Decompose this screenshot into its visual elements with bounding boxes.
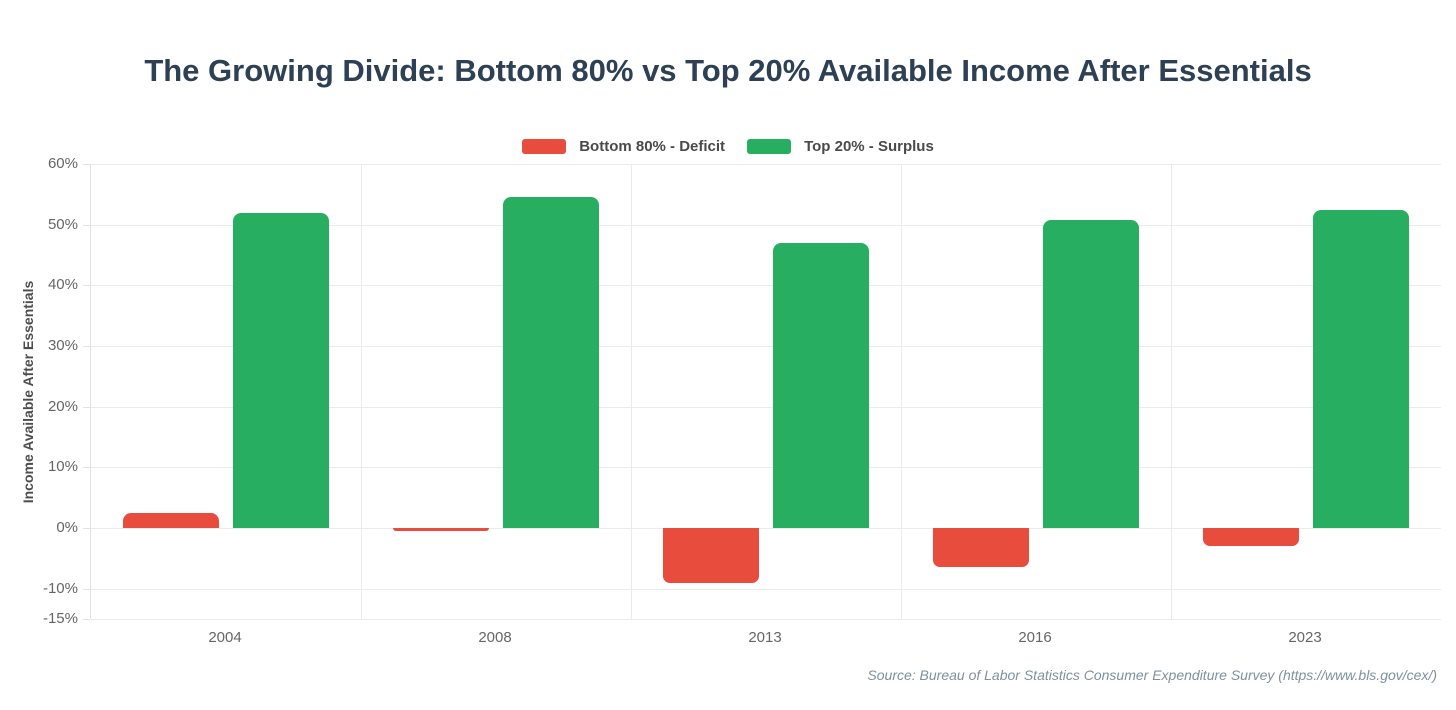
y-tick-mark: [83, 619, 90, 620]
gridline-y-20%: [91, 406, 1441, 408]
gridline-x: [631, 164, 632, 619]
legend: Bottom 80% - Deficit Top 20% - Surplus: [0, 138, 1456, 155]
y-tick-label: 40%: [47, 276, 78, 294]
gridline-y-40%: [91, 285, 1441, 287]
bar-deficit-2008: [393, 528, 489, 532]
y-tick-label: 10%: [47, 458, 78, 476]
gridline-y-10%: [91, 467, 1441, 469]
x-tick-label-2004: 2004: [208, 629, 242, 646]
gridline-y-50%: [91, 224, 1441, 226]
bar-surplus-2023: [1313, 209, 1409, 528]
legend-swatch-deficit: [522, 139, 567, 154]
y-tick-mark: [83, 467, 90, 469]
bar-surplus-2004: [233, 212, 329, 528]
y-tick-mark: [83, 588, 90, 590]
bar-deficit-2023: [1203, 528, 1299, 547]
y-axis-title: Income Available After Essentials: [20, 280, 36, 504]
legend-swatch-surplus: [747, 139, 792, 154]
y-tick-label: 30%: [47, 337, 78, 354]
plot-area: [90, 164, 1441, 620]
y-tick-label: 0%: [56, 519, 78, 536]
x-tick-label-2008: 2008: [478, 629, 512, 646]
y-tick-label: 50%: [47, 215, 78, 233]
y-tick-mark: [83, 346, 90, 347]
y-tick-label: -10%: [42, 579, 78, 597]
bar-surplus-2013: [773, 242, 869, 528]
gridline-y-30%: [91, 346, 1441, 347]
gridline-y-60%: [91, 164, 1441, 165]
bar-deficit-2004: [123, 512, 219, 528]
legend-label-surplus: Top 20% - Surplus: [804, 138, 934, 155]
x-tick-label-2023: 2023: [1288, 629, 1322, 646]
y-tick-mark: [83, 285, 90, 287]
y-tick-mark: [83, 164, 90, 165]
x-tick-label-2013: 2013: [748, 629, 782, 646]
x-tick-label-2016: 2016: [1018, 629, 1052, 646]
y-tick-label: 60%: [47, 155, 78, 172]
y-tick-label: 20%: [47, 397, 78, 415]
y-tick-mark: [83, 224, 90, 226]
y-tick-label: -15%: [42, 610, 78, 627]
gridline-y-0%: [91, 528, 1441, 529]
gridline-y--15%: [91, 619, 1441, 620]
legend-label-deficit: Bottom 80% - Deficit: [579, 138, 726, 155]
gridline-y--10%: [91, 588, 1441, 590]
bar-surplus-2016: [1043, 219, 1139, 528]
chart-title: The Growing Divide: Bottom 80% vs Top 20…: [144, 53, 1312, 88]
legend-item-surplus: Top 20% - Surplus: [747, 138, 934, 155]
gridline-x: [1171, 164, 1172, 619]
y-tick-mark: [83, 528, 90, 529]
gridline-x: [361, 164, 362, 619]
bar-deficit-2016: [933, 528, 1029, 568]
gridline-x: [901, 164, 902, 619]
source-note: Source: Bureau of Labor Statistics Consu…: [867, 667, 1437, 683]
legend-item-deficit: Bottom 80% - Deficit: [522, 138, 725, 155]
bar-surplus-2008: [503, 197, 599, 528]
bar-deficit-2013: [663, 528, 759, 583]
y-tick-mark: [83, 406, 90, 408]
